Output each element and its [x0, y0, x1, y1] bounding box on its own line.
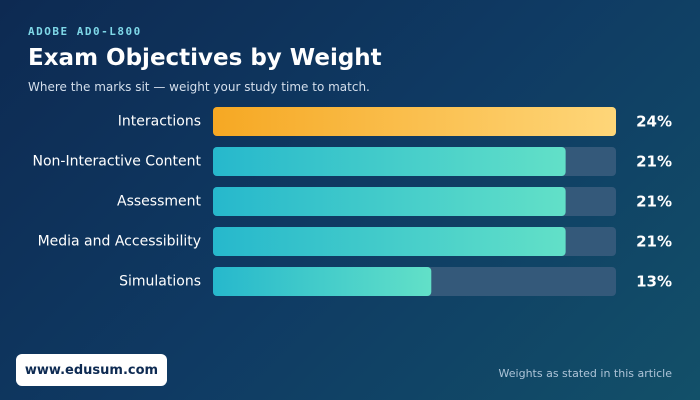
- bar-media-and-accessibility: [213, 227, 566, 256]
- value-label: 21%: [636, 153, 672, 171]
- eyebrow-label: ADOBE AD0-L800: [28, 25, 142, 38]
- value-label: 21%: [636, 193, 672, 211]
- bar-assessment: [213, 187, 566, 216]
- category-label: Non-Interactive Content: [32, 154, 201, 170]
- category-label: Simulations: [119, 274, 201, 290]
- site-badge[interactable]: www.edusum.com: [16, 354, 167, 386]
- footnote: Weights as stated in this article: [498, 367, 672, 380]
- category-label: Assessment: [117, 194, 201, 210]
- value-label: 13%: [636, 273, 672, 291]
- value-label: 21%: [636, 233, 672, 251]
- chart-title: Exam Objectives by Weight: [28, 45, 382, 71]
- bar-non-interactive-content: [213, 147, 566, 176]
- category-label: Media and Accessibility: [38, 234, 201, 250]
- category-label: Interactions: [118, 114, 201, 130]
- bar-simulations: [213, 267, 432, 296]
- bar-interactions: [213, 107, 616, 136]
- chart-subtitle: Where the marks sit — weight your study …: [28, 80, 370, 94]
- value-label: 24%: [636, 113, 672, 131]
